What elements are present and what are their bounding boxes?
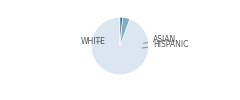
Text: ASIAN: ASIAN — [144, 35, 176, 44]
Text: WHITE: WHITE — [81, 37, 106, 46]
Wedge shape — [120, 17, 123, 46]
Text: HISPANIC: HISPANIC — [142, 40, 188, 49]
Wedge shape — [91, 17, 149, 75]
Wedge shape — [120, 17, 130, 46]
